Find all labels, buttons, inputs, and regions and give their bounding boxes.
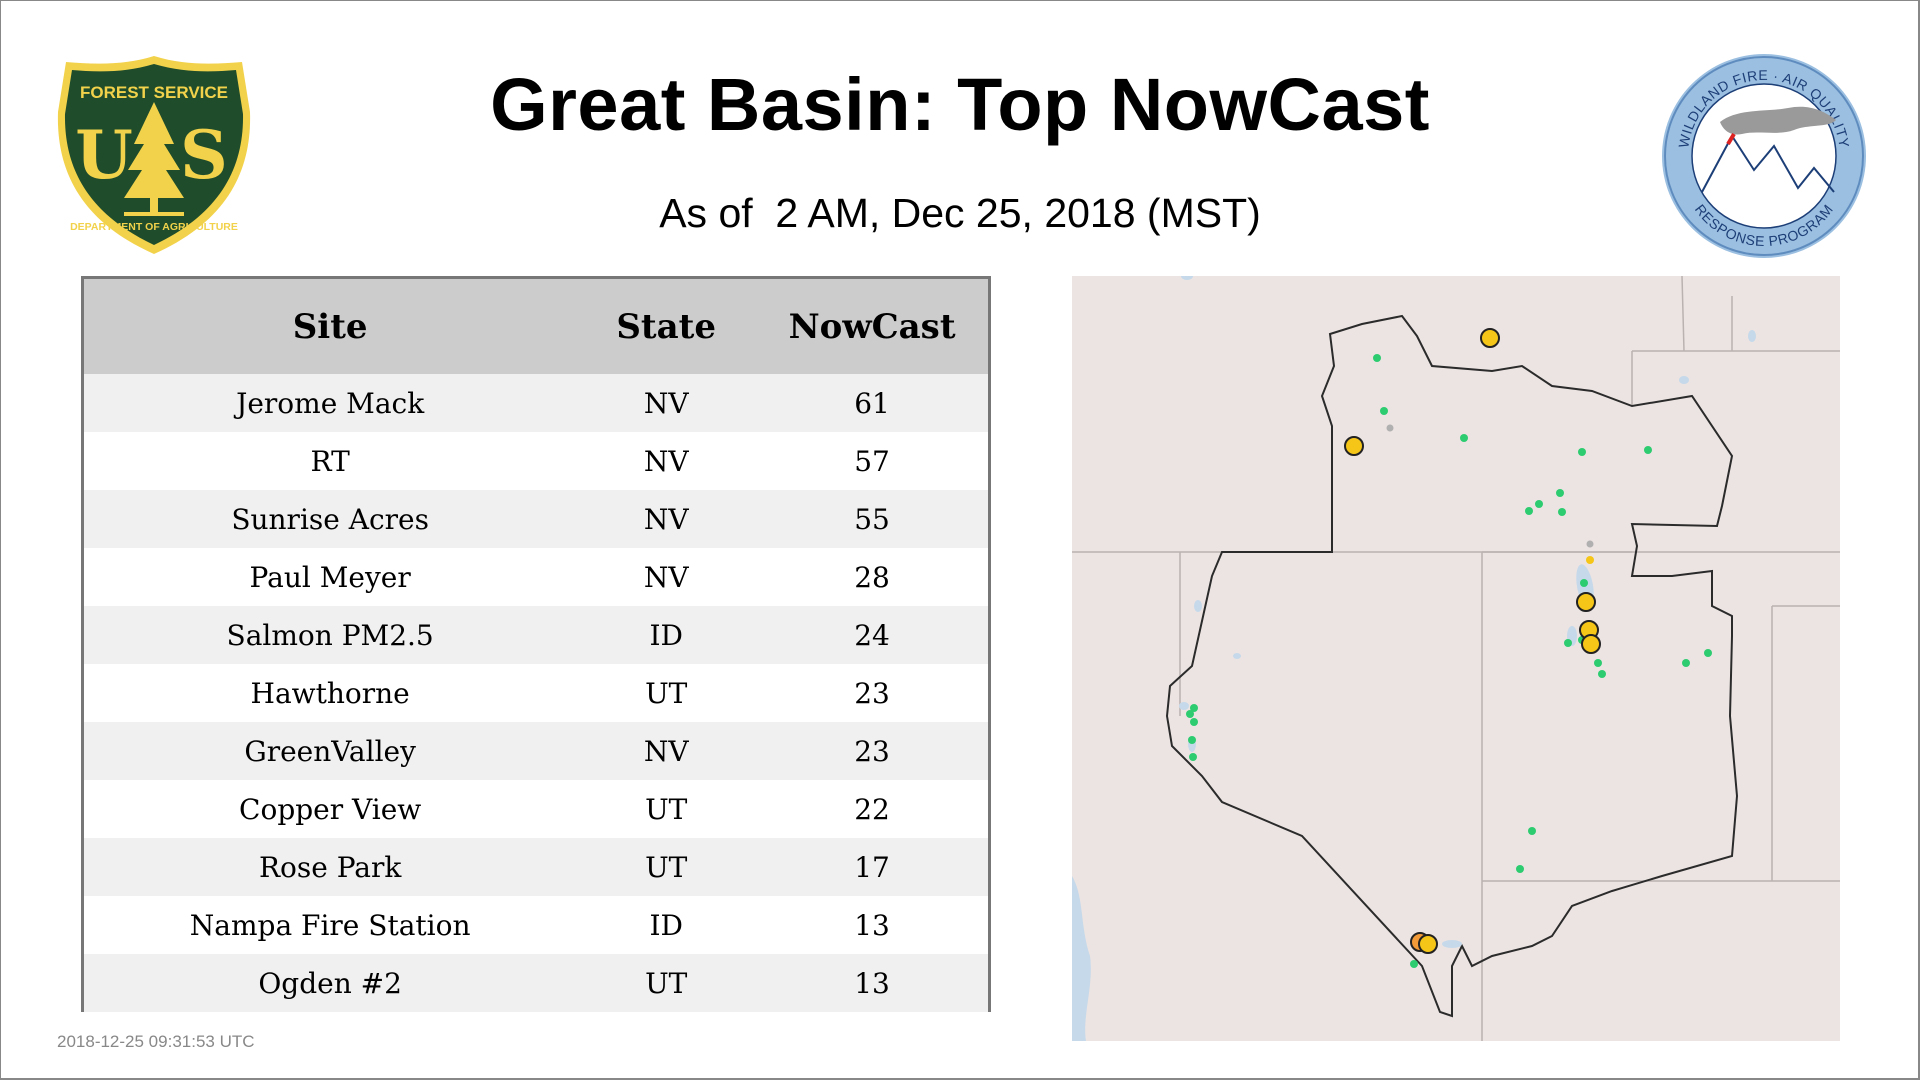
site-marker bbox=[1594, 659, 1602, 667]
site-cell: Copper View bbox=[239, 792, 422, 826]
state-cell: NV bbox=[643, 444, 689, 478]
site-marker bbox=[1528, 827, 1536, 835]
site-marker bbox=[1188, 736, 1196, 744]
site-marker bbox=[1644, 446, 1652, 454]
state-cell: UT bbox=[645, 676, 688, 710]
great-basin-boundary bbox=[1165, 314, 1739, 1018]
generated-timestamp: 2018-12-25 09:31:53 UTC bbox=[57, 1032, 255, 1051]
site-cell: Jerome Mack bbox=[236, 386, 425, 420]
nowcast-table: Site State NowCast Jerome Mack NV 61 RT NV 5… bbox=[81, 276, 991, 1012]
site-marker bbox=[1418, 934, 1438, 954]
table-row: Salmon PM2.5 ID 24 bbox=[84, 606, 988, 664]
forest-service-logo: FOREST SERVICE U S DEPARTMENT OF AGRICUL… bbox=[52, 52, 256, 258]
site-marker bbox=[1525, 507, 1533, 515]
logo-top-text: FOREST SERVICE bbox=[80, 83, 228, 102]
table-row: Ogden #2 UT 13 bbox=[84, 954, 988, 1012]
site-marker-small-moderate bbox=[1586, 556, 1594, 564]
state-cell: ID bbox=[649, 618, 683, 652]
table-row: Hawthorne UT 23 bbox=[84, 664, 988, 722]
usfs-shield-icon: FOREST SERVICE U S DEPARTMENT OF AGRICUL… bbox=[57, 56, 251, 254]
site-marker bbox=[1580, 579, 1588, 587]
nowcast-cell: 55 bbox=[854, 502, 890, 536]
state-cell: NV bbox=[643, 502, 689, 536]
site-marker bbox=[1480, 328, 1500, 348]
state-cell: UT bbox=[645, 966, 688, 1000]
site-marker bbox=[1373, 354, 1381, 362]
great-basin-map bbox=[1072, 272, 1840, 1041]
table-row: Copper View UT 22 bbox=[84, 780, 988, 838]
site-marker bbox=[1581, 634, 1601, 654]
site-marker bbox=[1186, 710, 1194, 718]
site-cell: Hawthorne bbox=[250, 676, 410, 710]
nowcast-cell: 17 bbox=[854, 850, 890, 884]
site-marker-no-data bbox=[1586, 540, 1594, 548]
svg-text:U: U bbox=[75, 116, 133, 194]
nowcast-cell: 23 bbox=[854, 676, 890, 710]
site-marker-no-data bbox=[1386, 424, 1394, 432]
table-row: RT NV 57 bbox=[84, 432, 988, 490]
state-cell: UT bbox=[645, 850, 688, 884]
map-svg bbox=[1072, 272, 1840, 1041]
state-boundaries bbox=[1072, 275, 1840, 1041]
site-cell: Sunrise Acres bbox=[231, 502, 429, 536]
table-row: Sunrise Acres NV 55 bbox=[84, 490, 988, 548]
page-title: Great Basin: Top NowCast bbox=[490, 63, 1430, 146]
nowcast-cell: 22 bbox=[854, 792, 890, 826]
state-cell: NV bbox=[643, 734, 689, 768]
site-marker bbox=[1344, 436, 1364, 456]
state-cell: NV bbox=[643, 386, 689, 420]
logo-bottom-text: DEPARTMENT OF AGRICULTURE bbox=[70, 221, 238, 233]
site-marker bbox=[1535, 500, 1543, 508]
nowcast-cell: 28 bbox=[854, 560, 890, 594]
site-cell: GreenValley bbox=[244, 734, 416, 768]
column-header-state: State bbox=[616, 306, 717, 347]
site-marker bbox=[1380, 407, 1388, 415]
site-cell: Nampa Fire Station bbox=[189, 908, 471, 942]
good-sites bbox=[1186, 354, 1712, 968]
site-marker bbox=[1704, 649, 1712, 657]
mountain-smoke-icon: WILDLAND FIRE · AIR QUALITY RESPONSE PRO… bbox=[1662, 54, 1866, 258]
wildland-fire-logo: WILDLAND FIRE · AIR QUALITY RESPONSE PRO… bbox=[1658, 50, 1870, 262]
nowcast-cell: 13 bbox=[854, 966, 890, 1000]
site-marker bbox=[1556, 489, 1564, 497]
site-marker bbox=[1598, 670, 1606, 678]
site-marker bbox=[1460, 434, 1468, 442]
table-row: Paul Meyer NV 28 bbox=[84, 548, 988, 606]
nowcast-cell: 57 bbox=[854, 444, 890, 478]
site-marker bbox=[1578, 448, 1586, 456]
site-marker bbox=[1190, 718, 1198, 726]
table-row: Rose Park UT 17 bbox=[84, 838, 988, 896]
site-marker bbox=[1190, 704, 1198, 712]
site-marker bbox=[1576, 592, 1596, 612]
site-marker bbox=[1564, 639, 1572, 647]
site-marker bbox=[1410, 960, 1418, 968]
site-cell: Rose Park bbox=[258, 850, 402, 884]
nowcast-cell: 24 bbox=[854, 618, 890, 652]
moderate-sites bbox=[1344, 328, 1601, 954]
site-marker bbox=[1558, 508, 1566, 516]
state-cell: UT bbox=[645, 792, 688, 826]
nowcast-cell: 61 bbox=[854, 386, 890, 420]
column-header-site: Site bbox=[292, 306, 368, 347]
site-cell: RT bbox=[310, 444, 350, 478]
table-row: Nampa Fire Station ID 13 bbox=[84, 896, 988, 954]
table-header-row: Site State NowCast bbox=[84, 279, 988, 374]
svg-text:S: S bbox=[180, 116, 228, 194]
site-cell: Salmon PM2.5 bbox=[226, 618, 434, 652]
site-marker bbox=[1189, 753, 1197, 761]
page-subtitle: As of 2 AM, Dec 25, 2018 (MST) bbox=[659, 190, 1261, 236]
state-cell: NV bbox=[643, 560, 689, 594]
site-marker bbox=[1682, 659, 1690, 667]
column-header-nowcast: NowCast bbox=[788, 306, 956, 347]
table-row: GreenValley NV 23 bbox=[84, 722, 988, 780]
state-cell: ID bbox=[649, 908, 683, 942]
site-cell: Paul Meyer bbox=[249, 560, 411, 594]
table-row: Jerome Mack NV 61 bbox=[84, 374, 988, 432]
nowcast-cell: 13 bbox=[854, 908, 890, 942]
site-cell: Ogden #2 bbox=[258, 966, 402, 1000]
nowcast-cell: 23 bbox=[854, 734, 890, 768]
site-marker bbox=[1516, 865, 1524, 873]
